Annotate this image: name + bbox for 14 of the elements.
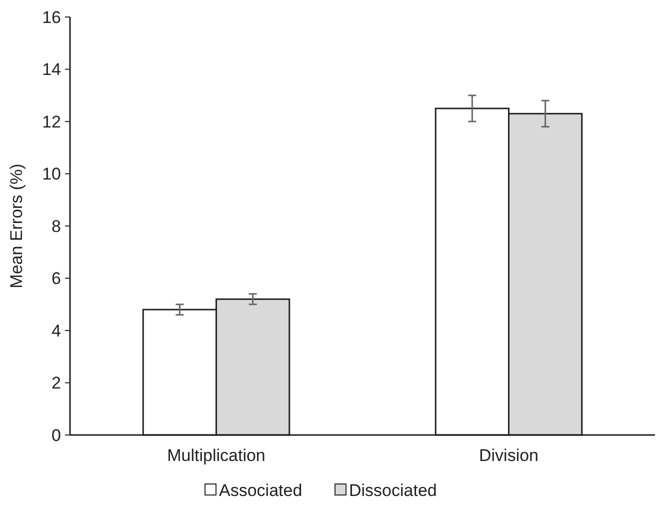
y-tick-label: 8: [52, 216, 61, 236]
legend-label: Dissociated: [349, 481, 437, 500]
y-axis-title: Mean Errors (%): [7, 164, 26, 288]
y-tick-label: 2: [52, 374, 61, 393]
y-tick-label: 10: [42, 164, 61, 184]
y-tick-label: 4: [52, 321, 61, 340]
y-tick-label: 14: [42, 60, 61, 80]
legend-label: Associated: [219, 481, 302, 500]
y-tick-label: 6: [52, 269, 61, 288]
y-tick-label: 12: [42, 112, 61, 132]
x-tick-label: Division: [478, 446, 539, 465]
x-tick-label: Multiplication: [167, 446, 266, 465]
y-tick-label: 16: [42, 8, 61, 27]
y-tick-label: 0: [52, 426, 61, 445]
